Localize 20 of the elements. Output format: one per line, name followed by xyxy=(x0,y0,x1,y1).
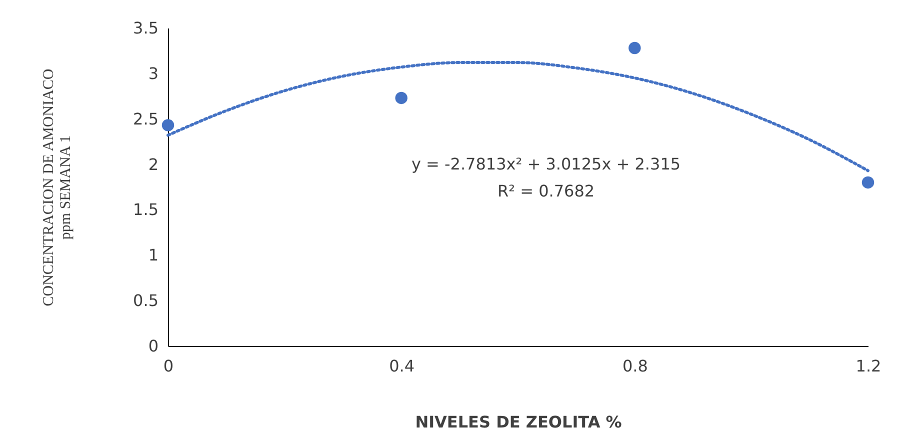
point xyxy=(395,92,408,104)
point xyxy=(862,176,874,189)
point xyxy=(162,119,174,132)
y-tick-label: 0 xyxy=(148,336,158,356)
x-axis-title: NIVELES DE ZEOLITA % xyxy=(415,412,622,432)
annotation: R² = 0.7682 xyxy=(497,182,595,201)
y-tick-label: 3.5 xyxy=(133,18,158,38)
y-axis-title: CONCENTRACION DE AMONIACO ppm SEMANA 1 xyxy=(41,68,74,306)
y-tick-label: 3 xyxy=(148,64,158,83)
point xyxy=(628,42,641,54)
annotation: y = -2.7813x² + 3.0125x + 2.315 xyxy=(411,154,681,174)
y-tick-label: 0.5 xyxy=(133,291,158,310)
y-tick-label: 1 xyxy=(148,246,158,265)
x-tick-label: 1.2 xyxy=(856,356,882,376)
x-tick-label: 0.4 xyxy=(389,356,415,376)
y-tick-label: 1.5 xyxy=(133,200,158,220)
x-tick-label: 0 xyxy=(163,356,174,376)
y-tick-label: 2 xyxy=(148,154,158,174)
y-tick-label: 2.5 xyxy=(133,109,158,128)
x-tick-label: 0.8 xyxy=(622,356,648,376)
